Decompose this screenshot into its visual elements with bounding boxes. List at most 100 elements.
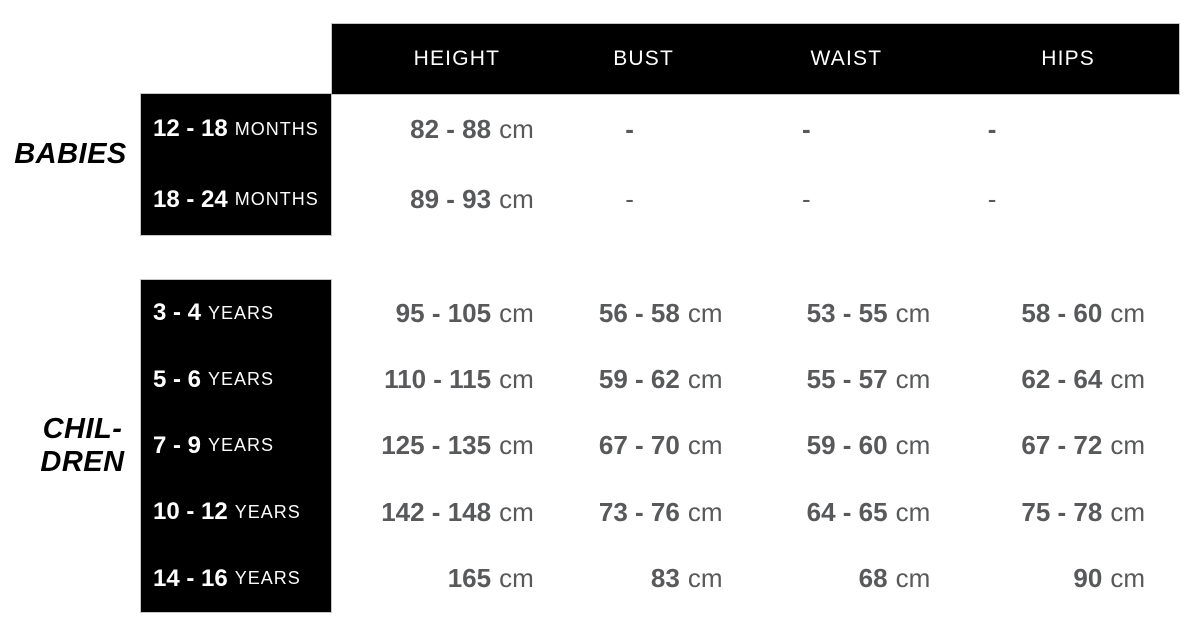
measurement-cell-empty: -	[524, 94, 736, 165]
measurement-unit: cm	[1110, 297, 1145, 328]
measurement-unit: cm	[895, 430, 931, 461]
size-range-value: 7 - 9	[153, 431, 202, 459]
measurement-value: 90	[1073, 563, 1103, 594]
measurement-cell: 53 - 55 cm	[756, 280, 968, 346]
size-range-value: 18 - 24	[153, 185, 228, 213]
measurement-cell: 95 - 105 cm	[332, 280, 544, 346]
size-range-row: 3 - 4 YEARS	[141, 280, 331, 346]
measurement-unit: cm	[895, 496, 931, 527]
measurement-unit: cm	[1110, 364, 1145, 395]
measurement-unit: cm	[895, 297, 931, 328]
section-babies: BABIES 12 - 18 MONTHS 18 - 24 MONTHS 82 - 8…	[0, 93, 1200, 236]
measurement-value: 58 - 60	[1021, 297, 1103, 328]
size-range-unit: YEARS	[234, 568, 301, 589]
group-label-line: BABIES	[14, 138, 127, 170]
measurement-value: 125 - 135	[381, 430, 492, 461]
measurement-cell: 110 - 115 cm	[332, 346, 544, 412]
size-range-unit: MONTHS	[234, 118, 319, 139]
measurement-unit: cm	[687, 430, 723, 461]
measurement-value: 67 - 72	[1021, 430, 1103, 461]
measurement-value: 64 - 65	[806, 496, 888, 527]
measurement-unit: -	[802, 184, 811, 215]
measurement-cell: 56 - 58 cm	[544, 280, 756, 346]
size-range-unit: YEARS	[234, 501, 301, 522]
group-label-line: CHIL-	[42, 413, 123, 445]
measurement-unit: cm	[1110, 496, 1145, 527]
measurement-unit: cm	[499, 563, 534, 594]
measurement-value: 83	[650, 563, 680, 594]
measurement-cell: 90 cm	[967, 546, 1179, 612]
size-range-row: 10 - 12 YEARS	[141, 479, 331, 545]
measurement-cell: 67 - 70 cm	[544, 413, 756, 479]
measurement-value: 68	[858, 563, 888, 594]
size-range-box-babies: 12 - 18 MONTHS 18 - 24 MONTHS	[140, 93, 332, 236]
measurement-cell-empty: -	[886, 165, 1098, 236]
measurement-cell: 73 - 76 cm	[544, 479, 756, 545]
size-range-value: 3 - 4	[153, 299, 202, 327]
group-label-line: DREN	[40, 446, 125, 478]
measurement-unit: cm	[687, 563, 723, 594]
group-label-babies: BABIES	[0, 84, 141, 225]
measurement-cell: 67 - 72 cm	[967, 413, 1179, 479]
measurement-unit: cm	[687, 364, 723, 395]
measurement-value: 89 - 93	[410, 184, 492, 215]
measurement-cell: 75 - 78 cm	[967, 479, 1179, 545]
measurement-cell: 62 - 64 cm	[967, 346, 1179, 412]
measurement-value: -	[987, 113, 997, 144]
measurement-unit: cm	[499, 113, 534, 144]
measurement-cell: 83 cm	[544, 546, 756, 612]
size-range-row: 7 - 9 YEARS	[141, 413, 331, 479]
measurement-cell: 142 - 148 cm	[332, 479, 544, 545]
measurement-unit: cm	[895, 563, 931, 594]
measurement-cell-empty: -	[701, 165, 913, 236]
measurement-cell: 59 - 62 cm	[544, 346, 756, 412]
measurement-cell: 64 - 65 cm	[756, 479, 968, 545]
measurement-value: 62 - 64	[1021, 364, 1103, 395]
measurement-unit: cm	[687, 297, 723, 328]
measurement-value: 56 - 58	[598, 297, 680, 328]
column-header-height: HEIGHT	[413, 47, 501, 70]
size-range-unit: YEARS	[208, 302, 275, 323]
measurement-unit: cm	[499, 297, 534, 328]
size-range-unit: YEARS	[208, 369, 275, 390]
measurement-cell-empty: -	[886, 94, 1098, 165]
measurement-value: -	[802, 113, 811, 144]
measurement-unit: -	[625, 184, 634, 215]
measurement-value: 59 - 60	[806, 430, 888, 461]
measurement-value: 73 - 76	[598, 496, 680, 527]
size-range-value: 14 - 16	[153, 564, 228, 592]
measurement-cell: 82 - 88 cm	[332, 94, 544, 165]
measurement-unit: cm	[1110, 430, 1145, 461]
measurement-cell: 125 - 135 cm	[332, 413, 544, 479]
size-range-value: 12 - 18	[153, 115, 228, 143]
size-range-unit: YEARS	[208, 435, 275, 456]
measurement-unit: cm	[499, 364, 534, 395]
measurement-unit: -	[987, 184, 997, 215]
measurement-unit: cm	[499, 430, 534, 461]
size-range-box-children: 3 - 4 YEARS 5 - 6 YEARS 7 - 9 YEARS 10 - 12 YEA…	[140, 279, 332, 613]
measurement-value: 67 - 70	[598, 430, 680, 461]
measurement-value: 59 - 62	[598, 364, 680, 395]
measurement-cell-empty: -	[701, 94, 913, 165]
size-range-row: 5 - 6 YEARS	[141, 346, 331, 412]
measurement-cell: 89 - 93 cm	[332, 165, 544, 236]
size-range-value: 10 - 12	[153, 498, 228, 526]
size-range-value: 5 - 6	[153, 365, 202, 393]
measurement-value: 53 - 55	[806, 297, 888, 328]
column-header-bust: BUST	[613, 47, 675, 70]
data-grid-children: 95 - 105 cm 56 - 58 cm 53 - 55 cm 58 - 60 cm 110…	[332, 280, 1179, 612]
measurement-cell: 165 cm	[332, 546, 544, 612]
measurement-value: -	[625, 113, 634, 144]
measurement-value: 55 - 57	[806, 364, 888, 395]
size-range-row: 14 - 16 YEARS	[141, 546, 331, 612]
data-grid-babies: 82 - 88 cm - - -89 - 93 cm - - -	[332, 94, 1179, 235]
measurement-unit: cm	[499, 496, 534, 527]
measurement-cell: 55 - 57 cm	[756, 346, 968, 412]
group-label-children: CHIL- DREN	[12, 280, 153, 612]
size-range-row: 18 - 24 MONTHS	[141, 165, 331, 236]
measurement-unit: cm	[1110, 563, 1145, 594]
measurement-header-bar: HEIGHT BUST WAIST HIPS	[331, 23, 1180, 95]
measurement-unit: cm	[687, 496, 723, 527]
section-children: CHIL- DREN 3 - 4 YEARS 5 - 6 YEARS 7 - 9 YEARS…	[0, 279, 1200, 613]
